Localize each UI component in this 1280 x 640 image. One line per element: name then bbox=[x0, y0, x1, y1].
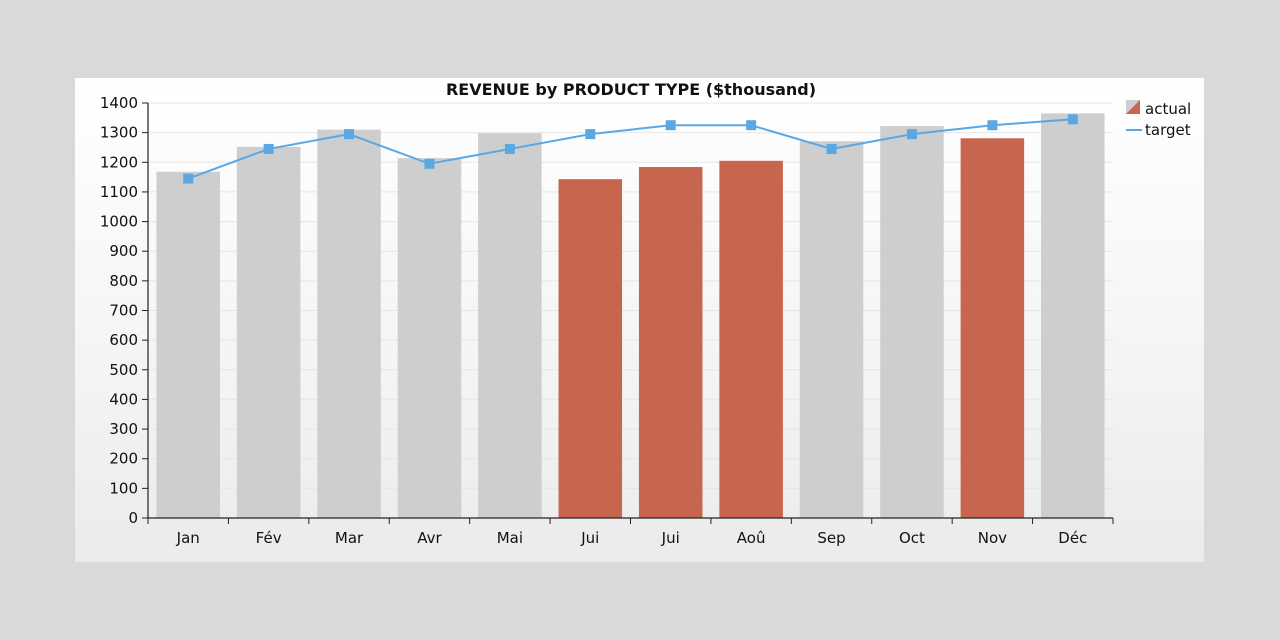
x-tick-label: Aoû bbox=[737, 529, 766, 547]
bar-actual bbox=[397, 158, 462, 518]
target-marker bbox=[344, 129, 355, 140]
bar-actual bbox=[719, 160, 783, 518]
bar-actual bbox=[156, 171, 220, 518]
legend: actual target bbox=[1126, 100, 1191, 139]
target-marker bbox=[746, 120, 757, 131]
y-tick-label: 200 bbox=[109, 450, 138, 468]
y-tick-label: 1100 bbox=[100, 183, 138, 201]
chart-title: REVENUE by PRODUCT TYPE ($thousand) bbox=[446, 80, 816, 99]
y-tick-label: 900 bbox=[109, 242, 138, 260]
bar-actual bbox=[478, 133, 542, 518]
bar-actual bbox=[558, 179, 623, 519]
x-tick-label: Sep bbox=[817, 529, 845, 547]
x-tick-label: Avr bbox=[417, 529, 442, 547]
bar-actual bbox=[1041, 113, 1105, 518]
target-line-path bbox=[187, 118, 1073, 180]
y-tick-label: 1000 bbox=[100, 213, 138, 231]
legend-target-label: target bbox=[1145, 121, 1191, 139]
x-tick-label: Mar bbox=[335, 529, 364, 547]
x-tick-label: Mai bbox=[497, 529, 523, 547]
bar-actual bbox=[799, 141, 864, 518]
y-tick-label: 800 bbox=[109, 272, 138, 290]
bar-actual bbox=[638, 167, 703, 518]
target-marker bbox=[424, 158, 435, 169]
legend-item-target: target bbox=[1126, 121, 1191, 139]
x-tick-label: Nov bbox=[978, 529, 1007, 547]
target-marker bbox=[263, 143, 274, 154]
axes: 0 100 200 300 400 500 600 700 800 900 1000 1100 1200… bbox=[100, 94, 1114, 547]
target-marker bbox=[504, 143, 515, 154]
target-marker bbox=[1067, 114, 1078, 125]
x-tick-label: Oct bbox=[899, 529, 925, 547]
x-tick-label: Jui bbox=[580, 529, 599, 547]
y-tick-label: 700 bbox=[109, 302, 138, 320]
legend-actual-corner bbox=[1126, 100, 1140, 114]
y-tick-label: 0 bbox=[128, 509, 138, 527]
target-marker bbox=[183, 173, 194, 184]
y-tick-label: 600 bbox=[109, 331, 138, 349]
target-marker bbox=[826, 143, 837, 154]
target-line bbox=[183, 114, 1078, 184]
x-tick-label: Jui bbox=[661, 529, 680, 547]
y-tick-label: 1400 bbox=[100, 94, 138, 112]
bar-actual bbox=[317, 129, 381, 518]
target-marker bbox=[585, 129, 596, 140]
target-marker bbox=[987, 120, 998, 131]
x-tick-label: Fév bbox=[256, 529, 282, 547]
bar-actual bbox=[236, 146, 301, 518]
y-tick-label: 100 bbox=[109, 479, 138, 497]
target-marker bbox=[665, 120, 676, 131]
legend-item-actual: actual bbox=[1126, 100, 1191, 118]
target-marker bbox=[906, 129, 917, 140]
y-tick-label: 300 bbox=[109, 420, 138, 438]
x-tick-label: Jan bbox=[176, 529, 200, 547]
bar-actual bbox=[880, 126, 944, 518]
y-tick-label: 500 bbox=[109, 361, 138, 379]
bar-actual bbox=[960, 138, 1025, 518]
x-tick-label: Déc bbox=[1058, 529, 1087, 547]
gridlines bbox=[148, 102, 1113, 489]
y-tick-label: 1200 bbox=[100, 153, 138, 171]
y-tick-label: 1300 bbox=[100, 124, 138, 142]
y-tick-label: 400 bbox=[109, 390, 138, 408]
actual-bars bbox=[156, 113, 1105, 519]
legend-actual-label: actual bbox=[1145, 100, 1191, 118]
